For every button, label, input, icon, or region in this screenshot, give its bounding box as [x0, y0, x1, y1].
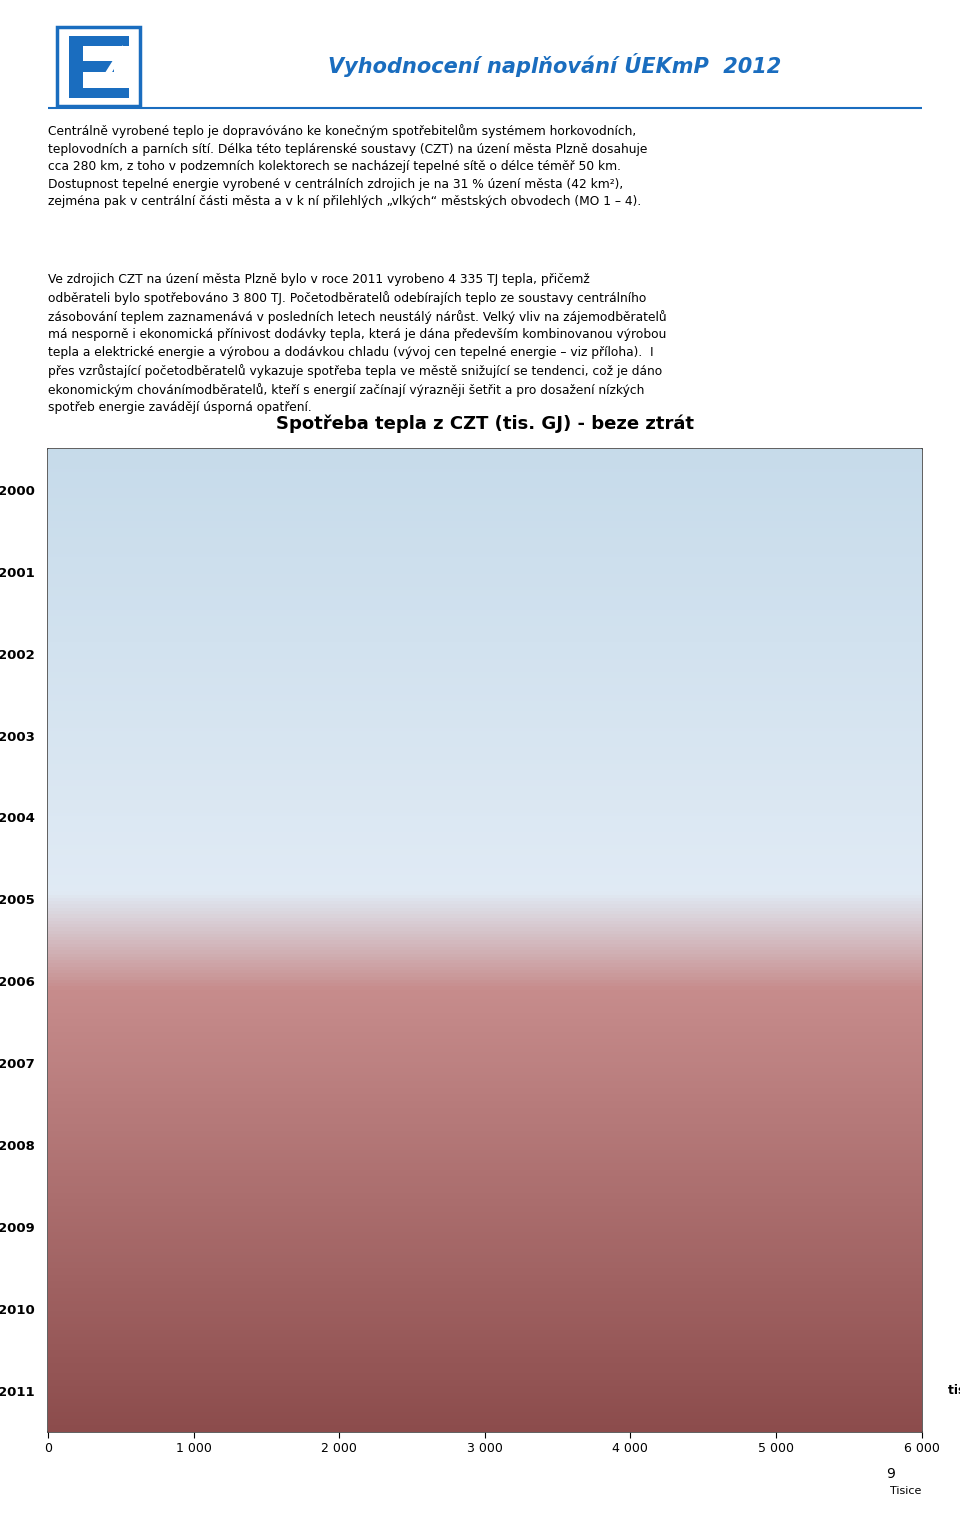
Text: 4 276: 4 276 [77, 1220, 112, 1234]
Text: 4 325: 4 325 [77, 1057, 112, 1070]
Bar [48, 1119, 697, 1171]
Text: 4 440: 4 440 [77, 1303, 112, 1315]
Bar [48, 465, 730, 515]
Text: 4 897: 4 897 [77, 566, 113, 578]
Text: 4 931: 4 931 [77, 893, 112, 905]
Bar [48, 1283, 694, 1335]
FancyBboxPatch shape [69, 37, 84, 96]
Text: Ve zdrojich CZT na úzení města Plzně bylo v roce 2011 vyrobeno 4 335 TJ tepla, p: Ve zdrojich CZT na úzení města Plzně byl… [48, 274, 666, 414]
Text: Centrálně vyrobené teplo je dopravóváno ke konečným spotřebitelům systémem horko: Centrálně vyrobené teplo je dopravóváno … [48, 124, 647, 208]
Bar [48, 628, 782, 679]
Text: Tisice: Tisice [890, 1486, 922, 1495]
Title: Spotřeba tepla z CZT (tis. GJ) - beze ztrát: Spotřeba tepla z CZT (tis. GJ) - beze zt… [276, 414, 694, 434]
Text: 9: 9 [886, 1468, 896, 1482]
FancyBboxPatch shape [69, 87, 129, 98]
Bar [48, 709, 784, 761]
Text: tis. GJ: tis. GJ [948, 1384, 960, 1398]
Bar [48, 1038, 678, 1089]
Text: 4 682: 4 682 [77, 483, 112, 497]
Bar [48, 956, 744, 1006]
Text: 4 899: 4 899 [77, 810, 112, 824]
Text: 4 778: 4 778 [77, 976, 113, 988]
FancyBboxPatch shape [69, 35, 129, 46]
Bar [48, 1202, 671, 1252]
Bar [48, 1365, 601, 1416]
Bar [48, 792, 761, 842]
FancyBboxPatch shape [69, 61, 114, 72]
Text: 5 054: 5 054 [77, 729, 113, 742]
Text: 4 455: 4 455 [77, 1139, 113, 1151]
Text: 3 800: 3 800 [77, 1384, 113, 1398]
Bar [48, 546, 761, 598]
Bar [48, 875, 766, 925]
Text: 5 047: 5 047 [77, 647, 113, 661]
Text: Vyhodnocení naplňování ÚEKmP  2012: Vyhodnocení naplňování ÚEKmP 2012 [328, 54, 781, 76]
